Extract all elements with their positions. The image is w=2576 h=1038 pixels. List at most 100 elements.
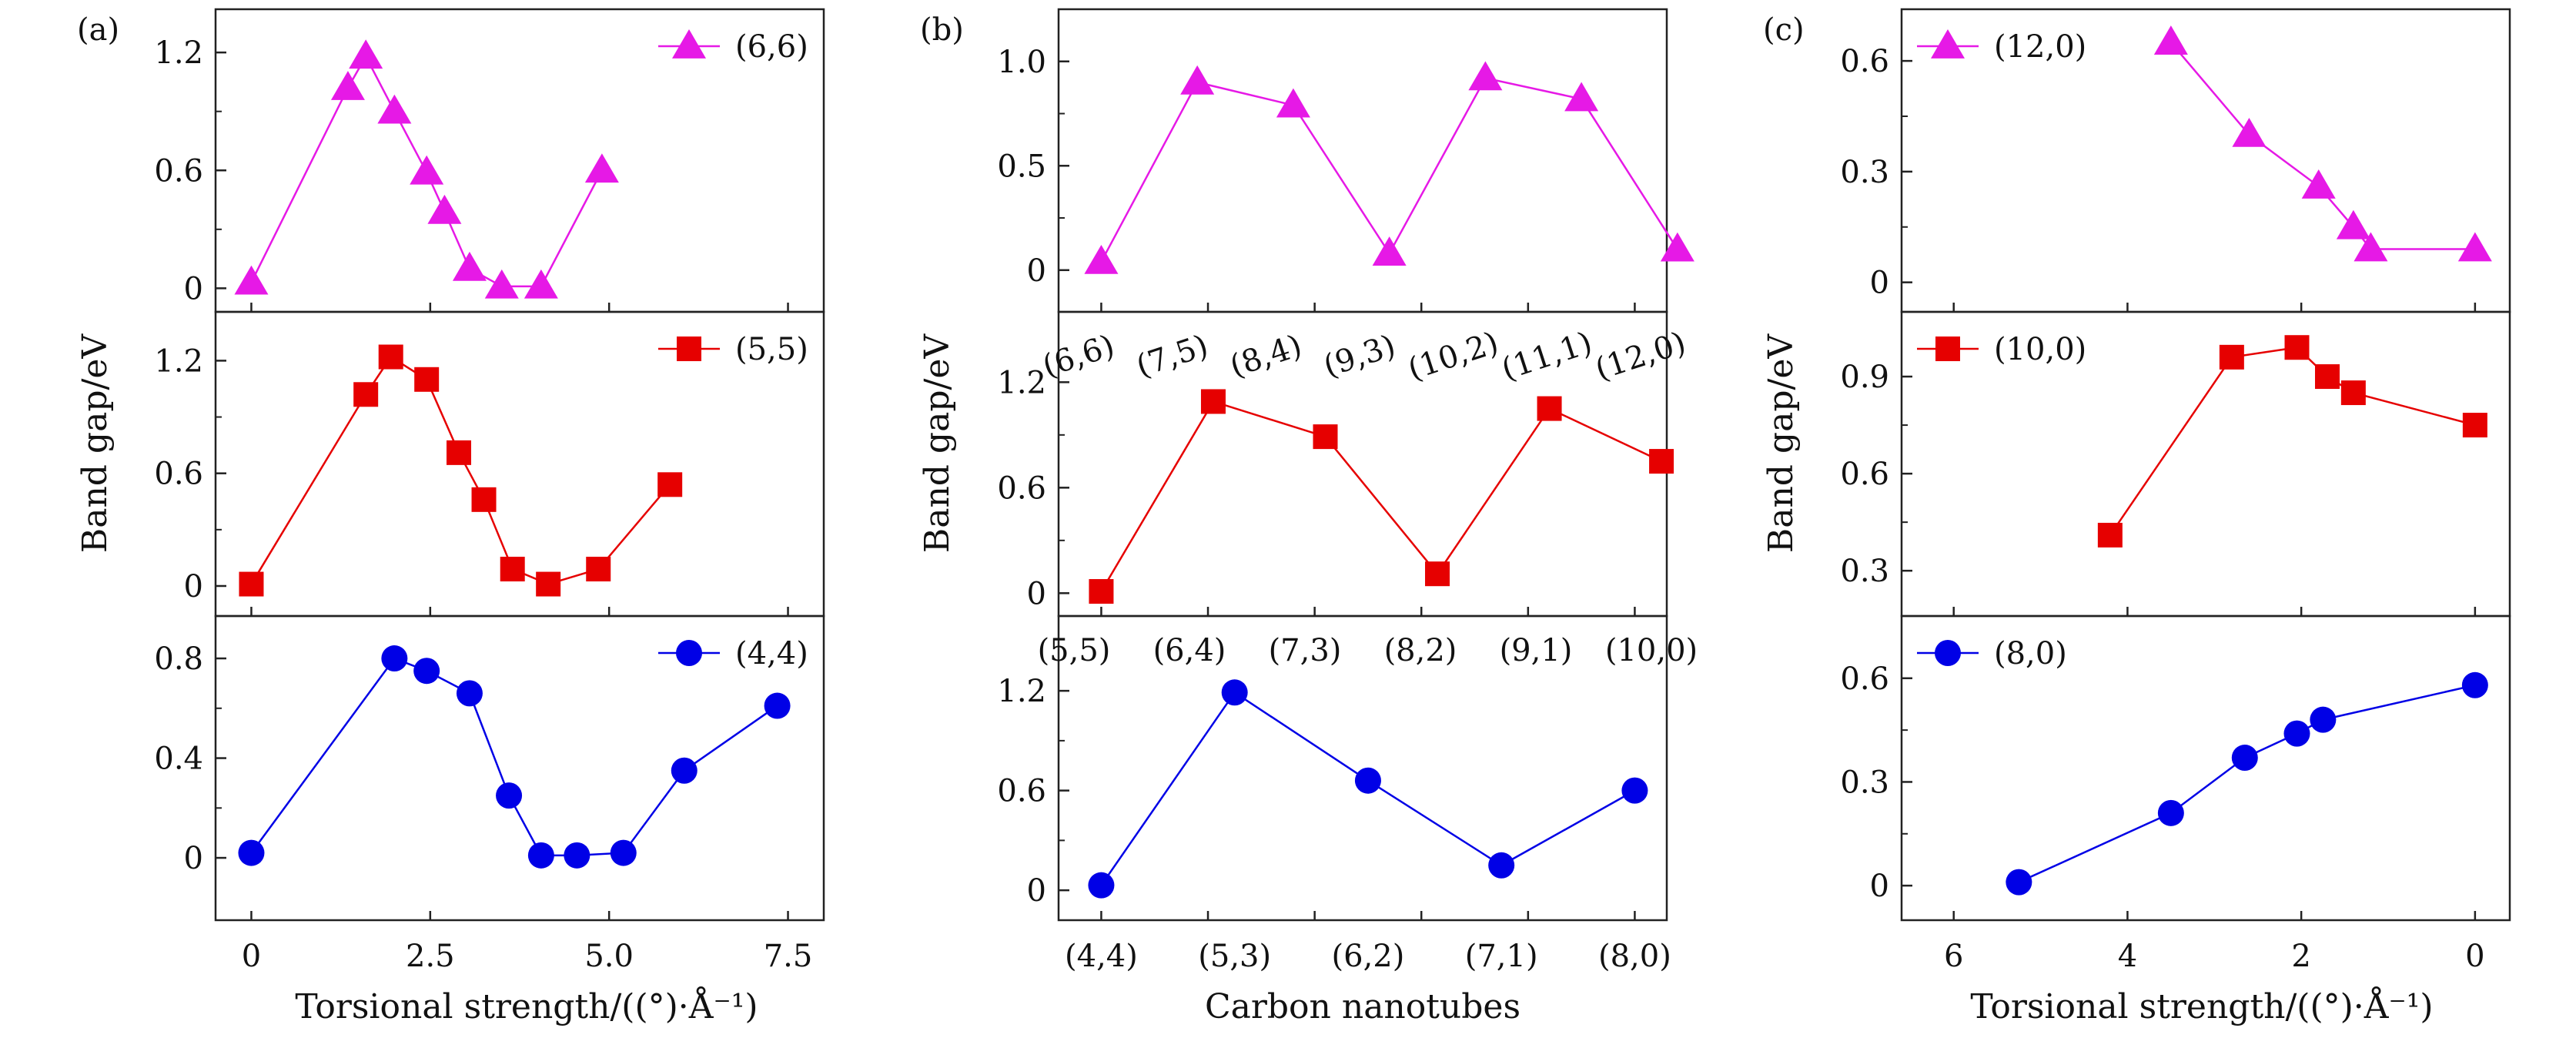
- subplot-0-0: 0 0.6 1.2 (6,6): [154, 8, 825, 313]
- plot-frame: [1900, 310, 2511, 618]
- data-point: [2354, 232, 2388, 262]
- data-point: [427, 194, 462, 224]
- data-point: [564, 842, 590, 869]
- annotation-label: (8,2): [1384, 633, 1457, 668]
- y-axis-title-a: Band gap/eV: [75, 333, 115, 553]
- data-point: [377, 94, 412, 124]
- data-point: [610, 839, 637, 866]
- panel-a: (a) Band gap/eV Torsional strength/((°)·…: [75, 12, 758, 1026]
- data-point: [1276, 88, 1310, 118]
- x-axis-title-c: Torsional strength/((°)·Å⁻¹): [1970, 986, 2433, 1026]
- chart-panel-0: 0 0.6 1.2 (6,6) 0 0.6 1.2 (5,5) 0 0.4 0.8 (4,4) 0 2.5…: [154, 8, 825, 974]
- x-tick-label: (5,3): [1198, 939, 1271, 974]
- subplot-2-2: 0 0.3 0.6 (8,0): [1840, 614, 2511, 922]
- data-point: [378, 344, 403, 370]
- data-point: [1660, 232, 1694, 262]
- data-point: [471, 487, 497, 512]
- x-tick-label: (4,4): [1065, 939, 1138, 974]
- data-point: [524, 269, 558, 299]
- data-point: [1313, 424, 1338, 450]
- panel-letter-c: (c): [1763, 12, 1805, 48]
- legend-marker: [1935, 640, 1961, 666]
- annotation-label: (12,0): [1591, 325, 1691, 387]
- data-point: [527, 842, 554, 869]
- data-point: [381, 645, 408, 672]
- annotation-label: (6,6): [1039, 328, 1119, 384]
- legend-label: (8,0): [1994, 636, 2067, 671]
- y-tick-label: 0.4: [154, 742, 203, 777]
- data-point: [349, 39, 383, 69]
- x-tick-label: 5.0: [584, 939, 634, 974]
- subplot-2-0: 0 0.3 0.6 (12,0): [1840, 8, 2511, 313]
- y-tick-label: 0.6: [997, 470, 1046, 506]
- data-point: [413, 658, 440, 685]
- series-line: [1100, 400, 1662, 592]
- annotation-label: (7,5): [1132, 328, 1212, 384]
- series-line: [2109, 346, 2476, 536]
- annotation-label: (9,1): [1500, 633, 1573, 668]
- legend-marker: [677, 337, 701, 361]
- y-tick-label: 0.8: [154, 641, 203, 677]
- subplot-1-2: 0 0.6 1.2 (5,5) (6,4) (7,3) (8,2) (9,1) (10,0): [997, 614, 1698, 922]
- data-point: [2310, 706, 2337, 733]
- series-line: [250, 355, 671, 585]
- subplot-1-0: 0 0.5 1.0: [997, 8, 1694, 313]
- y-axis-title-c: Band gap/eV: [1761, 333, 1801, 553]
- data-point: [1649, 449, 1674, 474]
- data-point: [1354, 767, 1381, 794]
- y-tick-label: 0: [1027, 253, 1046, 289]
- plot-frame: [214, 8, 825, 313]
- legend-label: (5,5): [735, 332, 808, 367]
- subplot-0-2: 0 0.4 0.8 (4,4): [154, 614, 825, 922]
- data-point: [2340, 380, 2366, 406]
- annotation-label: (10,0): [1605, 633, 1698, 668]
- x-tick-label: 0: [2465, 939, 2484, 974]
- y-tick-label: 0: [1870, 266, 1889, 301]
- data-point: [2219, 344, 2244, 370]
- data-point: [496, 782, 523, 809]
- subplot-1-1: 0 0.6 1.2(6,6) (7,5) (8,4) (9,3) (10,2)(11,1)(…: [997, 310, 1691, 618]
- data-point: [2336, 209, 2370, 239]
- data-point: [414, 367, 440, 392]
- x-tick-label: (8,0): [1598, 939, 1671, 974]
- y-tick-label: 1.2: [154, 35, 203, 71]
- legend-marker: [672, 29, 706, 59]
- x-tick-label: (7,1): [1465, 939, 1538, 974]
- data-point: [1537, 396, 1562, 421]
- legend-marker: [1931, 29, 1965, 59]
- data-point: [2157, 799, 2184, 826]
- series-line: [2170, 42, 2475, 250]
- series-line: [250, 54, 603, 288]
- x-tick-label: (6,2): [1332, 939, 1405, 974]
- data-point: [2284, 335, 2310, 360]
- data-point: [1088, 872, 1115, 899]
- plot-frame: [1057, 8, 1668, 313]
- data-point: [2232, 117, 2267, 147]
- panel-b: (b) Band gap/eV Carbon nanotubes: [918, 12, 1521, 1026]
- annotation-label: (6,4): [1153, 633, 1226, 668]
- data-point: [1564, 82, 1599, 112]
- data-point: [1221, 679, 1248, 706]
- data-point: [2153, 25, 2188, 55]
- y-tick-label: 0.3: [1840, 155, 1889, 190]
- data-point: [1084, 244, 1119, 274]
- y-tick-label: 0: [1027, 576, 1046, 611]
- data-point: [2462, 413, 2487, 438]
- data-point: [500, 557, 525, 582]
- y-tick-label: 0.6: [1840, 661, 1889, 697]
- data-point: [2315, 364, 2340, 390]
- x-tick-label: 4: [2118, 939, 2137, 974]
- data-point: [1425, 561, 1450, 587]
- annotation-label: (9,3): [1320, 328, 1400, 384]
- x-axis-title-b: Carbon nanotubes: [1205, 987, 1521, 1026]
- plot-area: 00.61.2 (6,6)00.61.2 (5,5)00.40.8 (4,4)0 2.5…: [154, 8, 2511, 974]
- series-line: [250, 657, 778, 857]
- data-point: [456, 680, 483, 707]
- data-point: [2457, 232, 2492, 262]
- data-point: [452, 251, 487, 281]
- panel-letter-b: (b): [920, 12, 964, 48]
- y-tick-label: 0: [184, 271, 203, 306]
- y-tick-label: 0.9: [1840, 360, 1889, 395]
- y-axis-title-b: Band gap/eV: [918, 333, 957, 553]
